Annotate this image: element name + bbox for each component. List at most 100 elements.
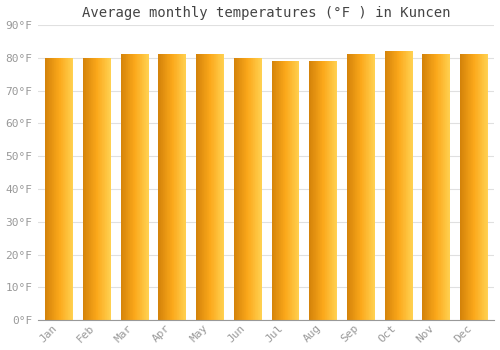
Bar bbox=[95, 58, 96, 320]
Bar bbox=[467, 55, 468, 320]
Bar bbox=[175, 55, 176, 320]
Bar bbox=[240, 58, 241, 320]
Bar bbox=[70, 58, 71, 320]
Bar bbox=[398, 51, 400, 320]
Bar bbox=[254, 58, 256, 320]
Bar bbox=[127, 55, 128, 320]
Bar bbox=[50, 58, 51, 320]
Bar bbox=[397, 51, 398, 320]
Bar bbox=[298, 61, 299, 320]
Bar bbox=[293, 61, 294, 320]
Bar bbox=[410, 51, 411, 320]
Bar bbox=[246, 58, 247, 320]
Bar bbox=[256, 58, 257, 320]
Bar bbox=[59, 58, 60, 320]
Bar bbox=[390, 51, 391, 320]
Bar bbox=[322, 61, 324, 320]
Bar bbox=[252, 58, 254, 320]
Bar bbox=[483, 55, 484, 320]
Bar bbox=[439, 55, 440, 320]
Bar bbox=[282, 61, 283, 320]
Bar bbox=[71, 58, 72, 320]
Bar bbox=[160, 55, 162, 320]
Bar bbox=[448, 55, 449, 320]
Bar bbox=[485, 55, 486, 320]
Bar bbox=[178, 55, 180, 320]
Bar bbox=[124, 55, 125, 320]
Bar bbox=[248, 58, 249, 320]
Bar bbox=[384, 51, 386, 320]
Bar bbox=[64, 58, 65, 320]
Bar bbox=[221, 55, 222, 320]
Bar bbox=[196, 55, 197, 320]
Bar bbox=[54, 58, 55, 320]
Bar bbox=[315, 61, 316, 320]
Bar bbox=[284, 61, 285, 320]
Bar bbox=[120, 55, 122, 320]
Bar bbox=[393, 51, 394, 320]
Bar bbox=[411, 51, 412, 320]
Bar bbox=[101, 58, 102, 320]
Bar bbox=[361, 55, 362, 320]
Bar bbox=[437, 55, 438, 320]
Bar bbox=[279, 61, 280, 320]
Bar bbox=[391, 51, 392, 320]
Bar bbox=[362, 55, 363, 320]
Bar bbox=[436, 55, 437, 320]
Bar bbox=[174, 55, 175, 320]
Bar bbox=[275, 61, 276, 320]
Bar bbox=[162, 55, 164, 320]
Bar bbox=[482, 55, 483, 320]
Bar bbox=[289, 61, 290, 320]
Bar bbox=[176, 55, 178, 320]
Bar bbox=[324, 61, 326, 320]
Bar bbox=[359, 55, 360, 320]
Bar bbox=[182, 55, 183, 320]
Bar bbox=[480, 55, 481, 320]
Bar bbox=[53, 58, 54, 320]
Bar bbox=[288, 61, 289, 320]
Bar bbox=[166, 55, 167, 320]
Bar bbox=[425, 55, 426, 320]
Bar bbox=[442, 55, 444, 320]
Bar bbox=[426, 55, 428, 320]
Bar bbox=[234, 58, 261, 320]
Bar bbox=[408, 51, 409, 320]
Bar bbox=[441, 55, 442, 320]
Bar bbox=[334, 61, 335, 320]
Bar bbox=[168, 55, 169, 320]
Bar bbox=[464, 55, 465, 320]
Bar bbox=[108, 58, 109, 320]
Bar bbox=[449, 55, 450, 320]
Bar bbox=[144, 55, 145, 320]
Bar bbox=[56, 58, 57, 320]
Bar bbox=[292, 61, 293, 320]
Bar bbox=[173, 55, 174, 320]
Bar bbox=[329, 61, 330, 320]
Bar bbox=[211, 55, 212, 320]
Bar bbox=[109, 58, 110, 320]
Bar bbox=[46, 58, 72, 320]
Bar bbox=[469, 55, 470, 320]
Bar bbox=[140, 55, 141, 320]
Bar bbox=[386, 51, 387, 320]
Bar bbox=[278, 61, 280, 320]
Bar bbox=[238, 58, 239, 320]
Bar bbox=[125, 55, 126, 320]
Bar bbox=[72, 58, 73, 320]
Bar bbox=[133, 55, 134, 320]
Bar bbox=[92, 58, 94, 320]
Bar bbox=[424, 55, 426, 320]
Bar bbox=[400, 51, 402, 320]
Bar bbox=[201, 55, 202, 320]
Bar bbox=[479, 55, 480, 320]
Bar bbox=[86, 58, 87, 320]
Bar bbox=[203, 55, 204, 320]
Bar bbox=[83, 58, 110, 320]
Bar bbox=[236, 58, 238, 320]
Bar bbox=[409, 51, 410, 320]
Bar bbox=[261, 58, 262, 320]
Bar bbox=[146, 55, 147, 320]
Bar bbox=[247, 58, 248, 320]
Bar bbox=[363, 55, 364, 320]
